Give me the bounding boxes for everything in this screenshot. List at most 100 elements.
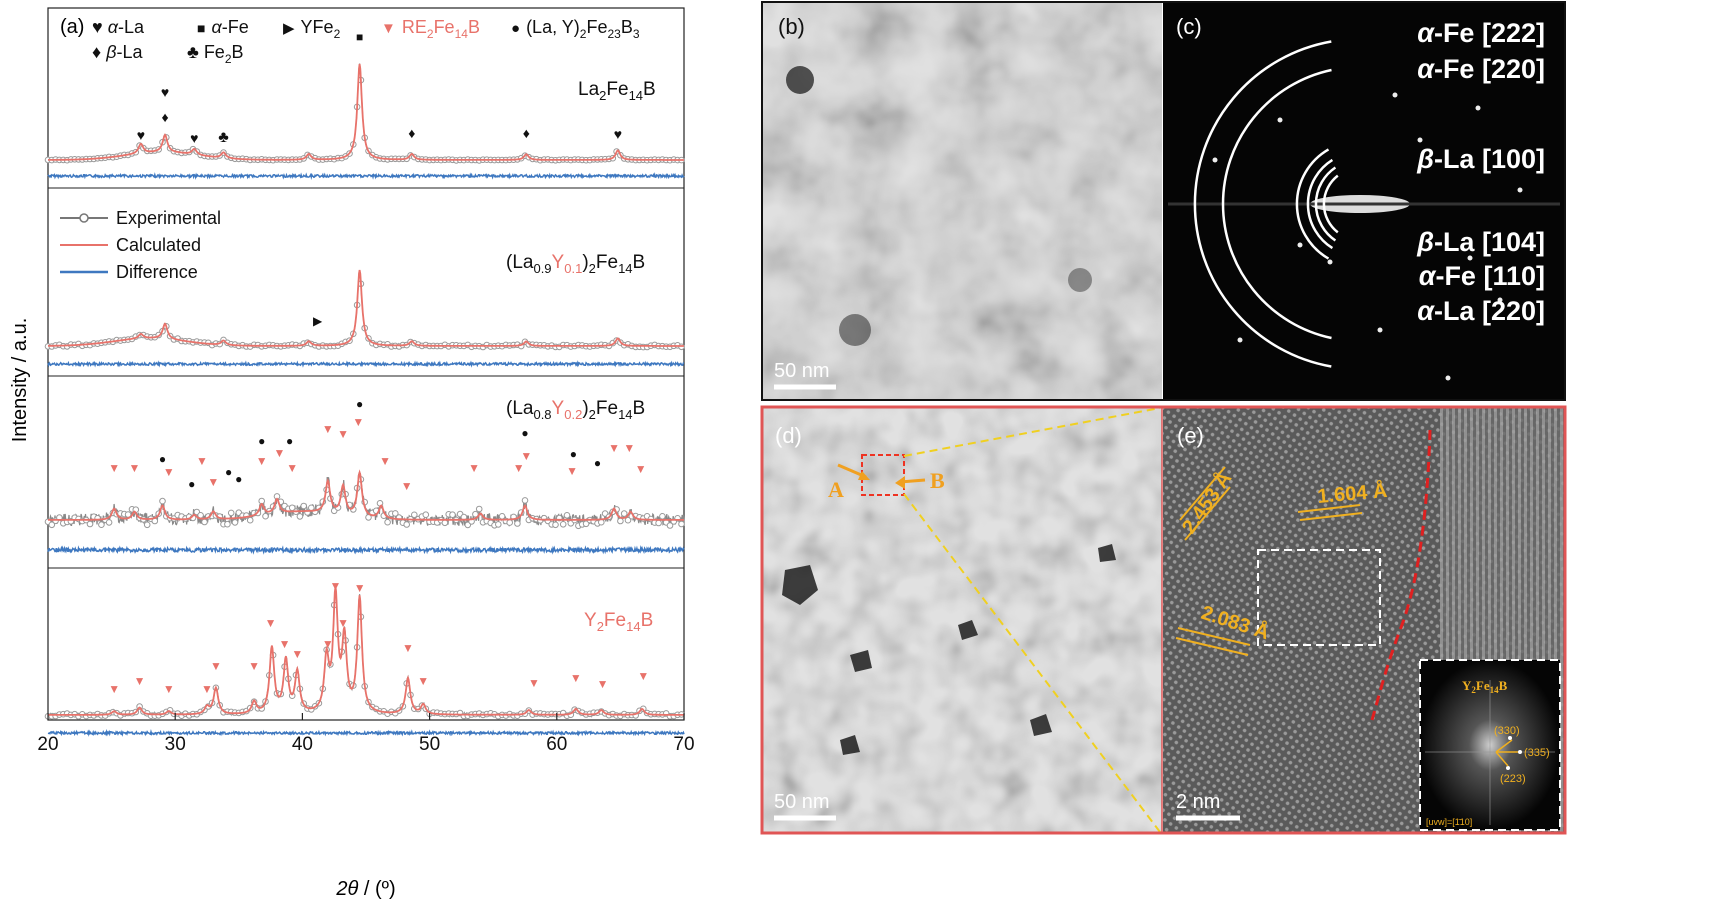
diffraction-spot	[1212, 157, 1218, 163]
difference-trace	[47, 545, 685, 555]
diffraction-spot	[1327, 259, 1333, 265]
legend-yfe2: ▶ YFe2	[283, 17, 341, 41]
x-axis-ticks: 20 30 40 50 60 70	[37, 713, 695, 755]
peak-marker: ♥	[190, 130, 198, 146]
sample-label-y01: (La0.9Y0.1)2Fe14B	[506, 252, 645, 276]
y-axis-label: Intensity / a.u.	[9, 318, 31, 443]
diffraction-spot	[1445, 375, 1451, 381]
panel-b-grain	[839, 314, 871, 346]
peak-marker: ▼	[129, 461, 141, 475]
lattice-fringe-marker	[1297, 504, 1361, 513]
x-axis-label: 2θ / (º)	[335, 878, 395, 900]
peak-marker: ▼	[286, 461, 298, 475]
experimental-point	[655, 519, 662, 527]
experimental-point	[521, 497, 529, 504]
peak-marker: ▼	[468, 461, 480, 475]
legend-difference: Difference	[116, 262, 198, 282]
experimental-point	[48, 521, 56, 529]
experimental-point	[86, 520, 94, 528]
ring-label-alpha-la-220: α-La [220]	[1417, 296, 1545, 326]
xrd-traces	[44, 63, 685, 737]
peak-marker: ●	[188, 477, 195, 491]
panel-d-tem: (d) A B 50 nm	[762, 407, 1162, 833]
peak-marker: ▼	[265, 616, 277, 630]
fft-spot-223: (223)	[1500, 773, 1526, 785]
peak-marker: ♦	[161, 109, 168, 125]
diffraction-spot	[1475, 105, 1481, 111]
peak-marker: ▼	[623, 441, 635, 455]
x-tick-label: 20	[37, 734, 58, 755]
experimental-point	[384, 518, 391, 526]
peak-marker: ▼	[207, 475, 219, 489]
peak-marker: ▼	[330, 579, 342, 593]
experimental-point	[246, 516, 254, 524]
diffraction-spot	[1417, 137, 1423, 143]
panels-de-frame	[760, 405, 1567, 835]
peak-marker: ▼	[210, 659, 222, 673]
peak-marker: ●	[235, 472, 242, 486]
experimental-point	[300, 502, 308, 510]
panel-d-grain	[850, 650, 872, 672]
panel-c-label: (c)	[1176, 14, 1202, 39]
panel-d-scale-label: 50 nm	[774, 791, 830, 813]
legend-fe2b: ♣ Fe2B	[187, 42, 244, 66]
experimental-point	[678, 520, 685, 528]
experimental-point	[403, 521, 411, 528]
experimental-point	[227, 509, 235, 517]
legend-experimental: Experimental	[116, 208, 221, 228]
arrow-b-head	[895, 476, 905, 489]
sample-label-la2fe14b: La2Fe14B	[578, 79, 656, 103]
peak-marker: ▼	[528, 676, 540, 690]
sample-label-y2fe14b: Y2Fe14B	[584, 610, 653, 634]
ring-label-beta-la-104: β-La [104]	[1416, 227, 1545, 257]
ring-label-alpha-fe-110: α-Fe [110]	[1419, 261, 1545, 291]
diffraction-ring	[1295, 148, 1330, 260]
peak-marker: ▼	[417, 674, 429, 688]
peak-marker: ▼	[352, 415, 364, 429]
calculated-trace	[48, 269, 684, 347]
lattice-fringe-marker	[1175, 637, 1249, 656]
peak-marker: ♥	[137, 127, 145, 143]
panel-e-scale-label: 2 nm	[1176, 791, 1220, 813]
experimental-point	[659, 513, 666, 520]
peak-marker: ●	[258, 434, 265, 448]
panel-b-tem: (b) 50 nm	[762, 2, 1162, 400]
panel-d-grain	[958, 620, 978, 640]
experimental-point	[620, 510, 628, 517]
peak-marker: ●	[356, 397, 363, 411]
peak-marker: ▼	[337, 616, 349, 630]
experimental-point	[201, 518, 208, 526]
legend-re2fe14b: ▼ RE2Fe14B	[381, 17, 480, 41]
peak-marker: ●	[570, 447, 577, 461]
peak-marker: ▼	[322, 637, 334, 651]
diffraction-spot	[1467, 255, 1473, 261]
diffraction-spot	[1297, 242, 1303, 248]
point-a-label: A	[828, 477, 844, 502]
diffraction-spot	[1517, 187, 1523, 193]
legend-alpha-la: ♥ α-La	[92, 17, 145, 37]
panel-d-zoom-line	[903, 407, 1161, 457]
lattice-fringe-marker	[1299, 512, 1363, 521]
panel-b-scale-label: 50 nm	[774, 360, 830, 382]
x-tick-label: 30	[165, 734, 186, 755]
peak-marker: ▼	[608, 441, 620, 455]
experimental-point	[411, 511, 418, 519]
experimental-point	[231, 519, 239, 526]
experimental-point	[563, 512, 571, 519]
fft-spot-335: (335)	[1524, 747, 1550, 759]
peak-marker: ●	[286, 434, 293, 448]
peak-marker: ♣	[218, 129, 229, 146]
experimental-point	[559, 521, 567, 528]
diffraction-spot	[1377, 327, 1383, 333]
lattice-fringe-marker	[1177, 627, 1251, 646]
saed-spots	[1212, 92, 1523, 381]
line-legend: Experimental Calculated Difference	[60, 208, 221, 282]
peak-marker: ▼	[108, 461, 120, 475]
experimental-point	[617, 517, 624, 525]
peak-marker: ▶	[313, 314, 323, 328]
peak-marker: ▼	[248, 659, 260, 673]
lattice-fringe-marker	[1184, 486, 1231, 541]
panel-d-grain	[1098, 544, 1116, 562]
peak-marker: ▼	[108, 682, 120, 696]
